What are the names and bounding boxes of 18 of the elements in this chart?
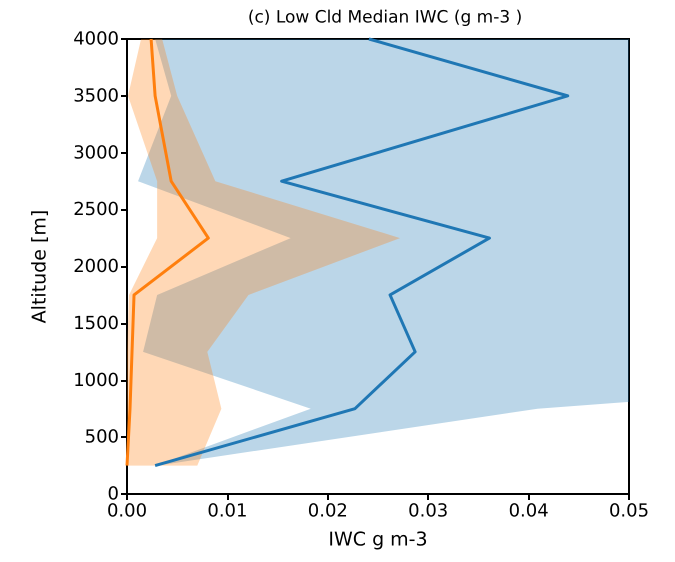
y-tick-label: 2000 — [73, 256, 119, 277]
x-tick-label: 0.05 — [608, 500, 650, 522]
y-tick-label: 1500 — [73, 312, 119, 334]
x-tick-label: 0.04 — [508, 500, 549, 522]
y-tick-label: 3500 — [73, 85, 119, 106]
y-axis-title: Altitude [m] — [28, 210, 50, 324]
x-tick-label: 0.02 — [308, 500, 348, 522]
line-series — [126, 38, 210, 468]
chart-title: (c) Low Cld Median IWC (g m-3 ) — [248, 8, 522, 28]
y-tick-label: 2500 — [73, 199, 119, 220]
y-tick-label: 4000 — [73, 28, 119, 50]
x-tick-label: 0.03 — [408, 500, 448, 522]
y-tick-label: 1000 — [73, 370, 119, 391]
x-tick-label: 0.01 — [207, 500, 248, 522]
y-tick-label: 500 — [84, 426, 119, 448]
x-axis-title: IWC g m-3 — [328, 528, 428, 550]
y-tick-label: 3000 — [73, 142, 119, 164]
line-series — [154, 38, 570, 468]
